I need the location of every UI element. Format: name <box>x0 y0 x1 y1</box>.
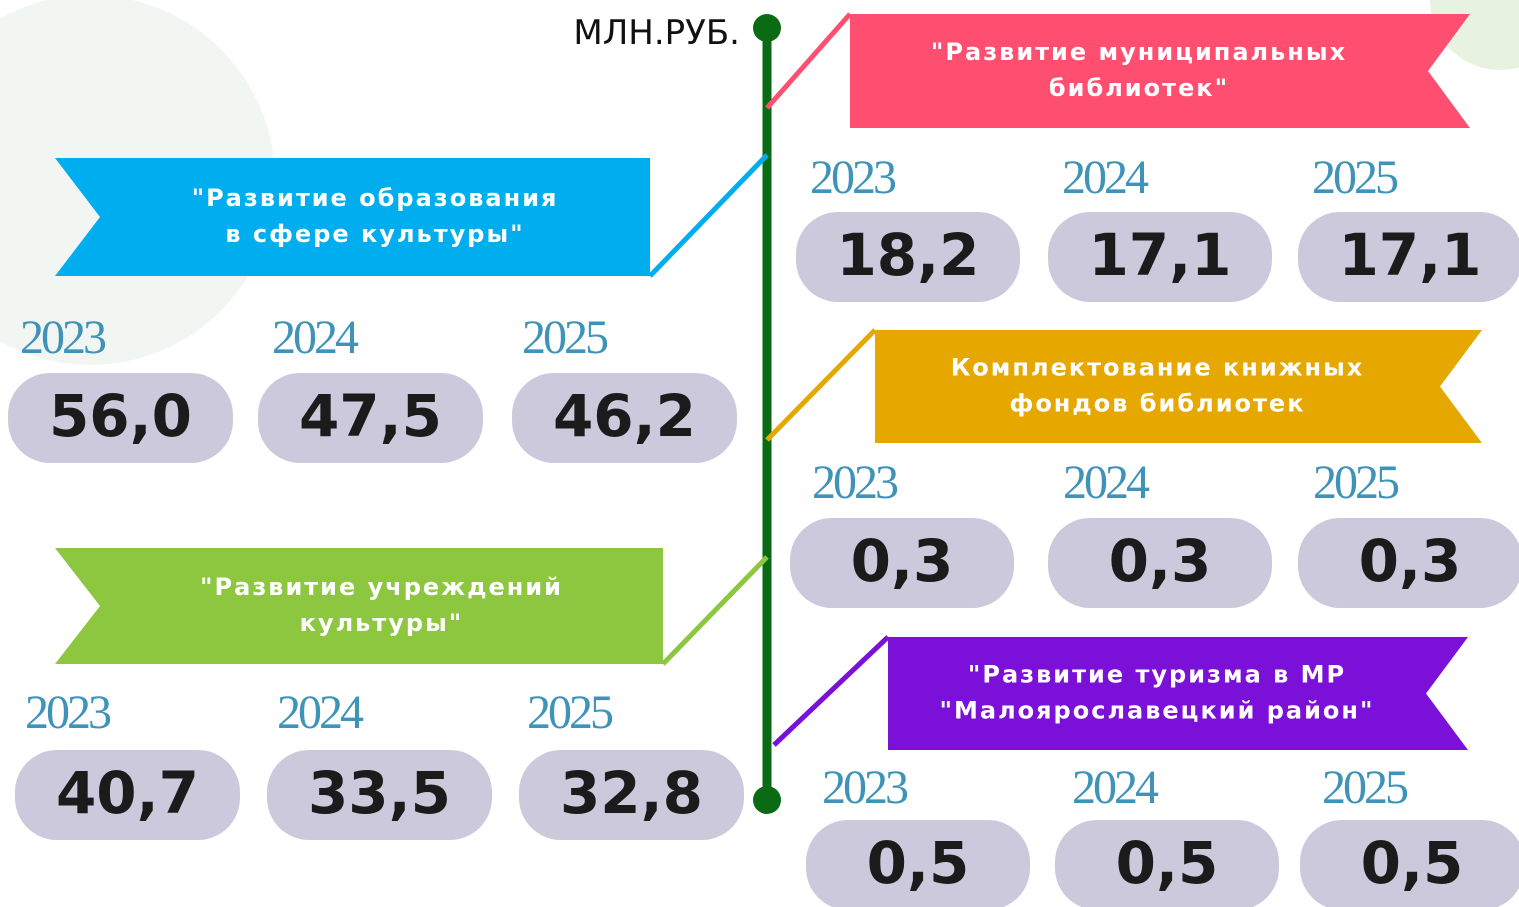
value: 0,5 <box>867 829 970 897</box>
value: 46,2 <box>553 382 696 450</box>
banner-title: "Развитие образования <box>192 184 559 212</box>
unit-label: МЛН.РУБ. <box>573 13 740 53</box>
page: {"unit": "МЛН.РУБ.", "programs": [ {"tit… <box>0 0 1519 907</box>
banner <box>850 14 1470 128</box>
year: 2025 <box>1313 456 1399 509</box>
connector <box>767 330 875 440</box>
year: 2025 <box>1312 151 1398 204</box>
year: 2023 <box>25 686 111 739</box>
value: 32,8 <box>560 759 703 827</box>
value: 17,1 <box>1338 221 1481 289</box>
value: 0,5 <box>1116 829 1219 897</box>
year: 2025 <box>522 311 608 364</box>
banner-title: "Развитие муниципальных <box>931 38 1347 66</box>
year: 2023 <box>20 311 106 364</box>
year: 2024 <box>1063 456 1150 509</box>
value: 33,5 <box>308 759 451 827</box>
banner-title: культуры" <box>300 609 464 637</box>
year: 2023 <box>812 456 898 509</box>
connector <box>774 637 888 745</box>
banner-title: Комплектование книжных <box>951 354 1365 382</box>
year: 2024 <box>272 311 359 364</box>
value: 0,3 <box>851 527 954 595</box>
year: 2025 <box>1322 761 1408 814</box>
value: 40,7 <box>56 759 199 827</box>
year: 2025 <box>527 686 613 739</box>
connector <box>650 155 767 276</box>
year: 2024 <box>277 686 364 739</box>
year: 2024 <box>1072 761 1159 814</box>
banner-title: в сфере культуры" <box>225 220 524 248</box>
banner-title: фондов библиотек <box>1010 390 1306 418</box>
banner <box>55 158 650 276</box>
banner-title: библиотек" <box>1049 74 1229 102</box>
banner-title: "Малоярославецкий район" <box>939 697 1374 725</box>
year: 2024 <box>1062 151 1149 204</box>
infographic: МЛН.РУБ. "Развитие образования в сфере ку… <box>0 0 1519 907</box>
year: 2023 <box>822 761 908 814</box>
value: 0,3 <box>1109 527 1212 595</box>
banner <box>55 548 663 664</box>
value: 56,0 <box>49 382 192 450</box>
banner <box>875 330 1482 443</box>
banner <box>888 637 1468 750</box>
timeline-dot <box>753 786 781 814</box>
value: 17,1 <box>1088 221 1231 289</box>
value: 0,5 <box>1361 829 1464 897</box>
banner-title: "Развитие туризма в МР <box>968 661 1346 689</box>
year: 2023 <box>810 151 896 204</box>
value: 0,3 <box>1359 527 1462 595</box>
banner-title: "Развитие учреждений <box>200 573 563 601</box>
connector <box>663 557 767 664</box>
value: 18,2 <box>836 221 979 289</box>
timeline-dot <box>753 14 781 42</box>
value: 47,5 <box>299 382 442 450</box>
